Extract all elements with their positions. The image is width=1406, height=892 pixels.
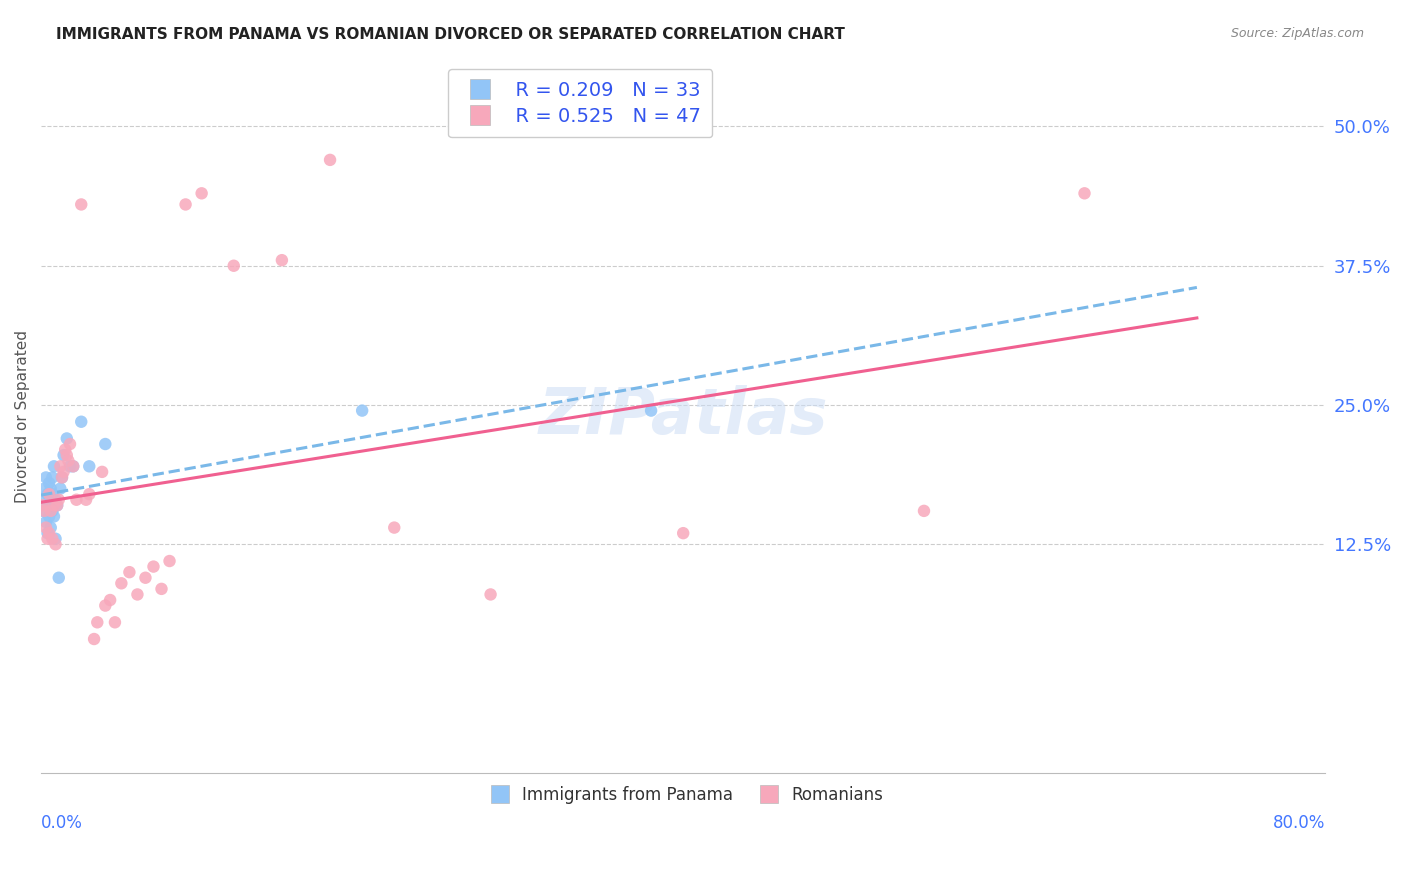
Point xyxy=(65,492,87,507)
Point xyxy=(104,615,127,630)
Point xyxy=(77,487,100,501)
Point xyxy=(142,559,165,574)
Point xyxy=(56,448,79,462)
Point xyxy=(86,615,108,630)
Point xyxy=(35,515,58,529)
Point xyxy=(38,526,60,541)
Point xyxy=(45,532,67,546)
Point xyxy=(41,487,63,501)
Point xyxy=(270,253,292,268)
Point xyxy=(34,482,56,496)
Point xyxy=(42,459,65,474)
Point xyxy=(352,403,374,417)
Point xyxy=(77,459,100,474)
Point xyxy=(110,576,132,591)
Point xyxy=(49,459,72,474)
Point xyxy=(91,465,114,479)
Text: 80.0%: 80.0% xyxy=(1272,814,1326,832)
Point xyxy=(51,470,73,484)
Point xyxy=(41,504,63,518)
Point xyxy=(159,554,181,568)
Point xyxy=(51,470,73,484)
Point xyxy=(31,498,53,512)
Point xyxy=(39,492,62,507)
Point xyxy=(42,498,65,512)
Point xyxy=(35,470,58,484)
Point xyxy=(94,599,117,613)
Point xyxy=(62,459,84,474)
Point xyxy=(52,448,75,462)
Point xyxy=(38,476,60,491)
Point xyxy=(912,504,935,518)
Point xyxy=(222,259,245,273)
Text: Source: ZipAtlas.com: Source: ZipAtlas.com xyxy=(1230,27,1364,40)
Point xyxy=(37,532,59,546)
Point xyxy=(70,415,93,429)
Point xyxy=(48,492,70,507)
Point xyxy=(150,582,173,596)
Text: 0.0%: 0.0% xyxy=(41,814,83,832)
Point xyxy=(31,504,53,518)
Point xyxy=(39,482,62,496)
Point xyxy=(174,197,197,211)
Point xyxy=(42,509,65,524)
Point xyxy=(39,504,62,518)
Point xyxy=(49,482,72,496)
Point xyxy=(94,437,117,451)
Point xyxy=(41,470,63,484)
Point xyxy=(319,153,342,167)
Point xyxy=(35,520,58,534)
Legend: Immigrants from Panama, Romanians: Immigrants from Panama, Romanians xyxy=(477,780,890,811)
Point xyxy=(46,498,69,512)
Point xyxy=(52,465,75,479)
Point xyxy=(58,454,80,468)
Y-axis label: Divorced or Separated: Divorced or Separated xyxy=(15,330,30,503)
Point xyxy=(38,487,60,501)
Point xyxy=(48,571,70,585)
Point xyxy=(53,442,76,457)
Point xyxy=(672,526,695,541)
Text: ZIPatlas: ZIPatlas xyxy=(538,385,828,447)
Point xyxy=(382,520,405,534)
Point xyxy=(45,537,67,551)
Point xyxy=(83,632,105,646)
Point xyxy=(34,504,56,518)
Point xyxy=(39,520,62,534)
Point xyxy=(59,459,82,474)
Point xyxy=(640,403,662,417)
Point xyxy=(38,509,60,524)
Point xyxy=(75,492,97,507)
Point xyxy=(127,587,149,601)
Point xyxy=(37,498,59,512)
Point xyxy=(190,186,212,201)
Point xyxy=(56,432,79,446)
Point xyxy=(1073,186,1095,201)
Point xyxy=(118,565,141,579)
Point xyxy=(134,571,156,585)
Point xyxy=(41,532,63,546)
Text: IMMIGRANTS FROM PANAMA VS ROMANIAN DIVORCED OR SEPARATED CORRELATION CHART: IMMIGRANTS FROM PANAMA VS ROMANIAN DIVOR… xyxy=(56,27,845,42)
Point xyxy=(45,492,67,507)
Point xyxy=(34,492,56,507)
Point xyxy=(62,459,84,474)
Point xyxy=(37,487,59,501)
Point xyxy=(37,526,59,541)
Point xyxy=(46,498,69,512)
Point xyxy=(479,587,502,601)
Point xyxy=(70,197,93,211)
Point xyxy=(98,593,121,607)
Point xyxy=(59,437,82,451)
